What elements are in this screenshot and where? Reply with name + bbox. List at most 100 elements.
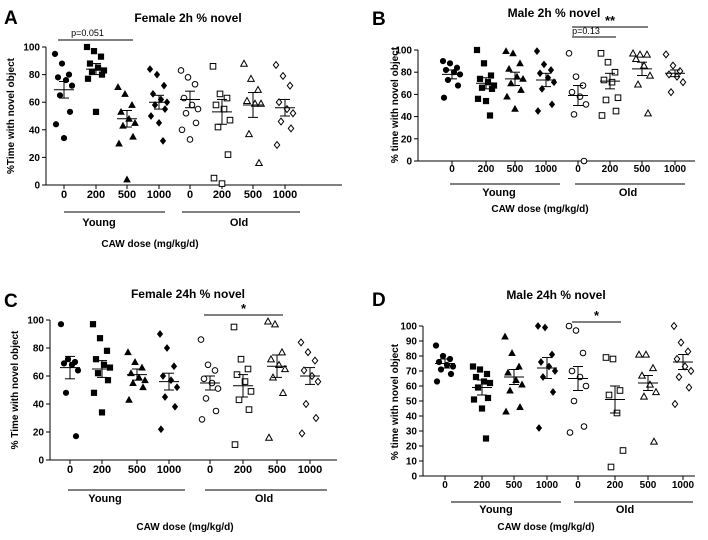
data-point [505, 64, 513, 72]
x-tick-label: 1000 [157, 464, 181, 476]
x-tick-label: 200 [474, 480, 491, 491]
x-tick-label: 1000 [147, 189, 171, 201]
data-point [516, 59, 524, 67]
data-point [482, 97, 490, 105]
data-point [649, 437, 659, 445]
data-point [212, 101, 220, 109]
data-point [83, 43, 91, 51]
data-point [97, 53, 105, 60]
data-point [231, 441, 239, 448]
series-old-500: 500 [628, 49, 655, 175]
significance-label: * [594, 308, 600, 323]
y-tick-label: 60 [33, 372, 45, 383]
data-point [607, 463, 615, 471]
data-point [131, 118, 139, 126]
series-old-200: 200 [209, 63, 234, 201]
data-point [74, 367, 82, 374]
data-point [311, 356, 319, 365]
y-axis-label: %Time with novel object [6, 57, 17, 174]
data-point [191, 80, 199, 88]
y-tick-label: 40 [33, 400, 45, 411]
y-tick-label: 10 [406, 457, 418, 468]
data-point [633, 80, 643, 88]
data-point [90, 389, 98, 396]
group-label-young: Young [479, 504, 512, 516]
data-point [289, 109, 297, 118]
group-label-young: Young [482, 187, 515, 199]
data-point [159, 372, 167, 380]
data-point [177, 67, 185, 74]
series-old-0: 0 [197, 336, 222, 476]
data-point [478, 405, 486, 412]
data-point [580, 423, 588, 430]
y-tick-label: 20 [401, 134, 413, 145]
x-tick-label: 500 [244, 189, 262, 201]
data-point [432, 342, 440, 349]
y-tick-label: 20 [406, 442, 418, 453]
data-point [263, 317, 273, 325]
data-point [572, 73, 580, 80]
data-point [244, 129, 254, 138]
data-point [502, 407, 510, 415]
y-tick-label: 0 [34, 181, 40, 192]
x-tick-label: 200 [213, 189, 231, 201]
series-young-1000: 1000 [534, 322, 559, 491]
x-tick-label: 500 [268, 464, 286, 476]
data-point [669, 61, 677, 70]
data-point [568, 88, 576, 96]
x-tick-label: 500 [634, 164, 651, 175]
data-point [634, 350, 644, 358]
data-point [160, 81, 168, 90]
data-point [480, 378, 488, 385]
y-tick-label: 30 [406, 427, 418, 438]
y-tick-label: 80 [29, 70, 41, 81]
data-point [444, 76, 452, 84]
data-point [579, 349, 587, 357]
data-point [186, 136, 194, 143]
data-point [631, 54, 641, 63]
data-point [687, 366, 695, 376]
data-point [123, 175, 131, 183]
data-point [677, 338, 685, 347]
panel-c: C Female 24h % novel 0 20 40 60 80 100 % Time wi… [4, 287, 337, 533]
data-point [204, 361, 212, 369]
y-tick-label: 20 [29, 153, 41, 164]
data-point [157, 425, 165, 434]
data-point [535, 424, 543, 432]
data-point [484, 394, 492, 402]
series-young-1000: 1000 [147, 65, 171, 201]
data-point [280, 364, 290, 373]
data-point [470, 396, 478, 403]
data-point [90, 48, 98, 55]
data-point [241, 378, 249, 385]
series-young-0: 0 [51, 50, 76, 201]
data-point [447, 370, 455, 378]
data-point [156, 330, 164, 338]
x-tick-label: 0 [67, 464, 73, 476]
data-point [51, 50, 59, 58]
data-point [141, 376, 149, 384]
data-point [129, 132, 137, 140]
y-tick-label: 60 [29, 98, 41, 109]
data-point [511, 104, 519, 112]
data-point [125, 395, 133, 403]
data-point [54, 74, 62, 81]
data-point [540, 60, 548, 69]
data-point [180, 94, 188, 102]
series-young-500: 500 [114, 83, 139, 201]
data-point [612, 107, 620, 115]
data-point [667, 87, 675, 97]
chart-title: Female 24h % novel [131, 287, 245, 301]
significance-label: p=0.13 [572, 26, 600, 36]
data-point [300, 366, 308, 375]
data-point [239, 59, 249, 67]
data-point [476, 366, 484, 373]
data-point [517, 86, 525, 93]
data-point [651, 387, 661, 396]
data-point [58, 60, 66, 67]
y-tick-label: 100 [27, 316, 44, 327]
data-point [149, 90, 157, 98]
data-point [568, 367, 576, 375]
series-young-0: 0 [57, 321, 82, 476]
data-point [89, 321, 97, 328]
